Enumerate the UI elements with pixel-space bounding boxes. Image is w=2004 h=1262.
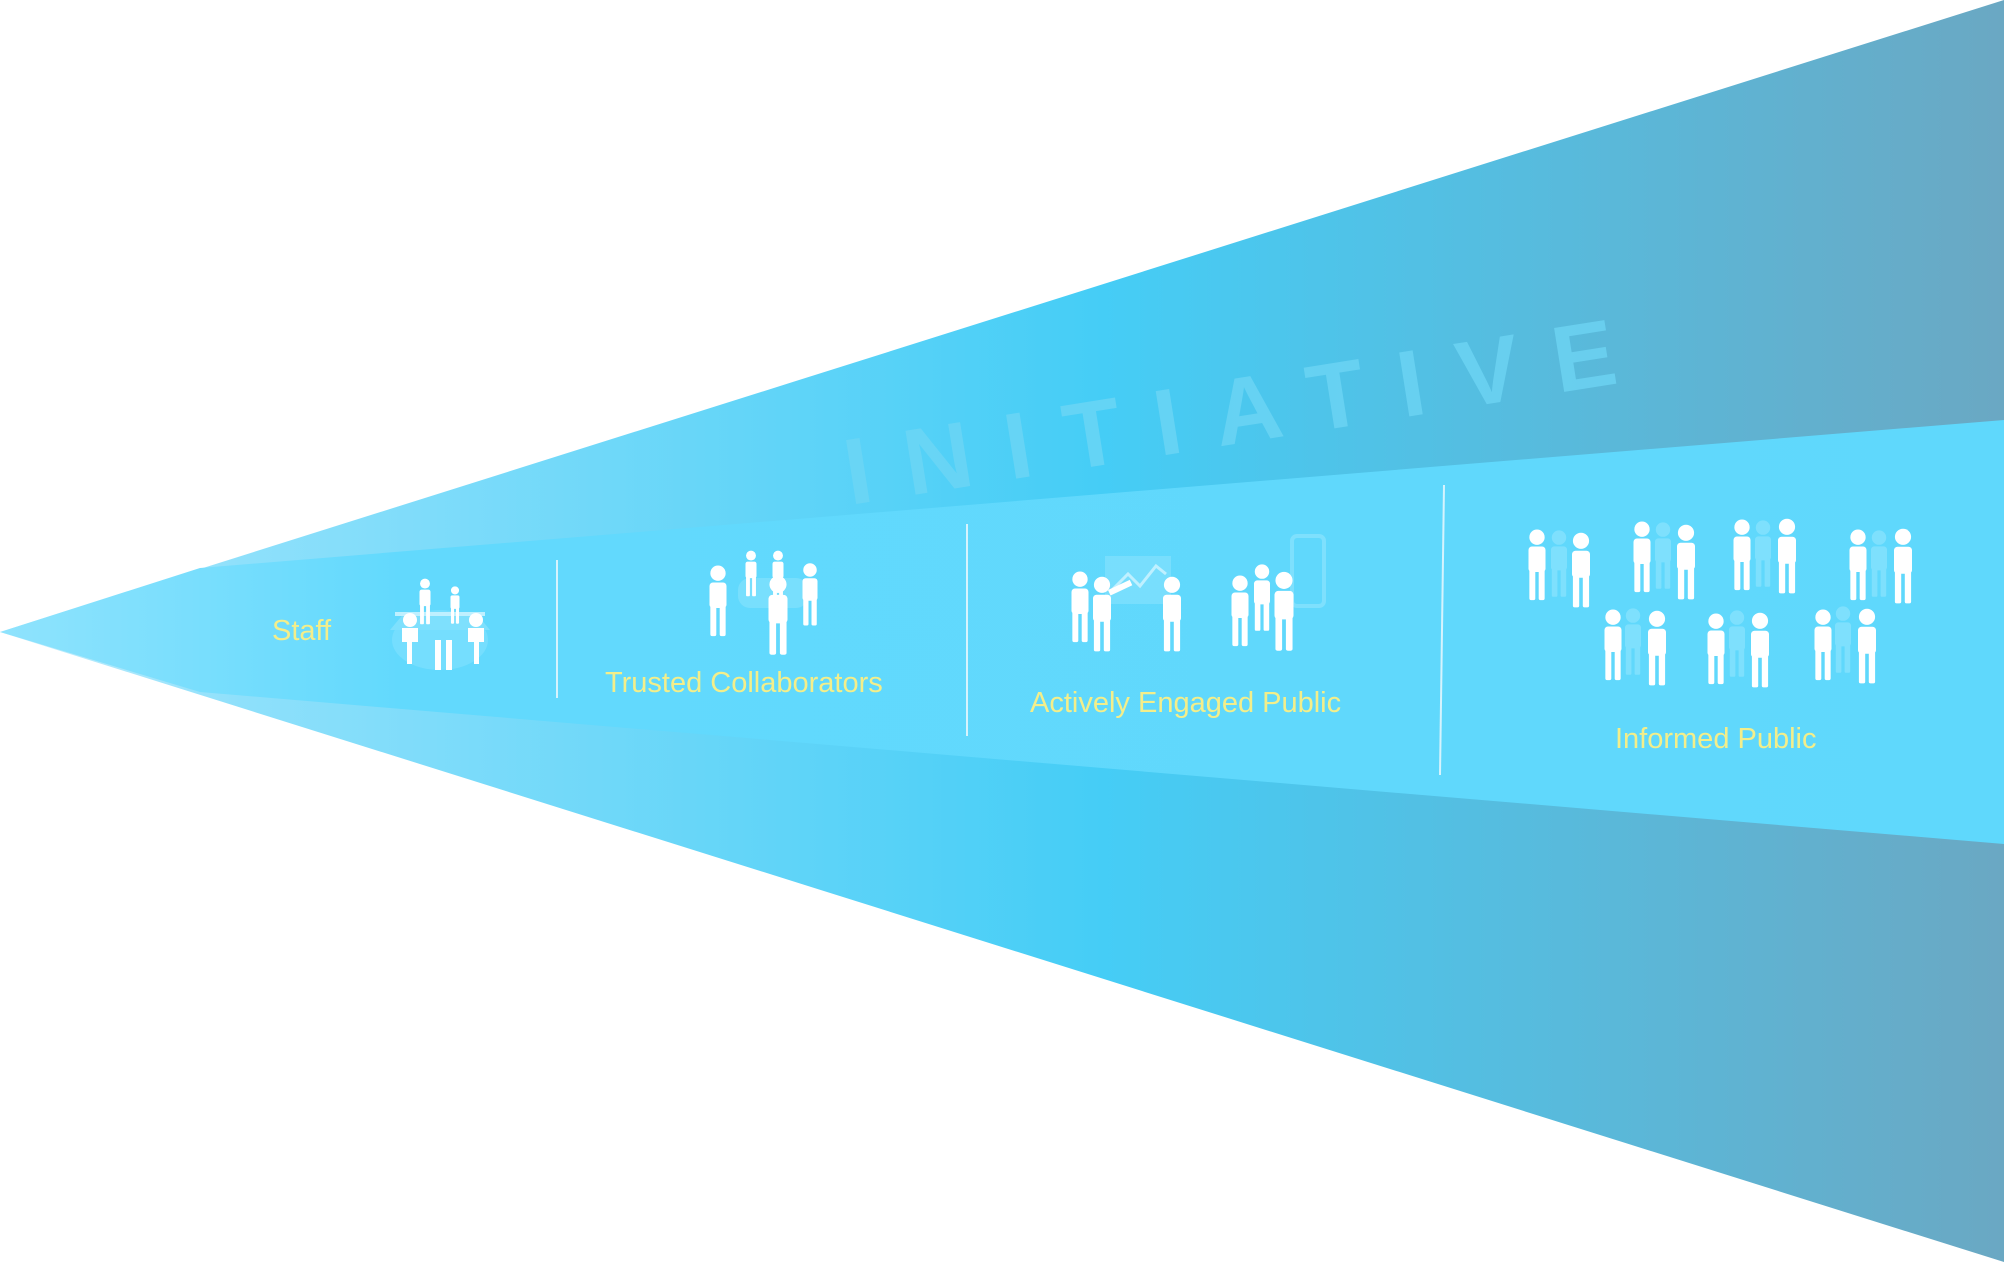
stage-actively-engaged-public: Actively Engaged Public (1030, 534, 1341, 719)
inner-band-shape (0, 420, 2004, 844)
divider-3 (1439, 484, 1445, 776)
stage-label-actively-engaged-public: Actively Engaged Public (1030, 687, 1341, 719)
stage-trusted-collaborators: Trusted Collaborators (605, 550, 883, 699)
presentation-and-mobile-icon (1071, 534, 1326, 652)
stage-informed-public: Informed Public (1528, 518, 1912, 755)
meeting-table-icon (390, 578, 490, 670)
stage-label-trusted-collaborators: Trusted Collaborators (605, 667, 883, 699)
small-group-icon (709, 550, 818, 655)
stage-label-informed-public: Informed Public (1615, 723, 1817, 755)
stage-staff: Staff (272, 578, 490, 670)
stage-label-staff: Staff (272, 615, 332, 647)
